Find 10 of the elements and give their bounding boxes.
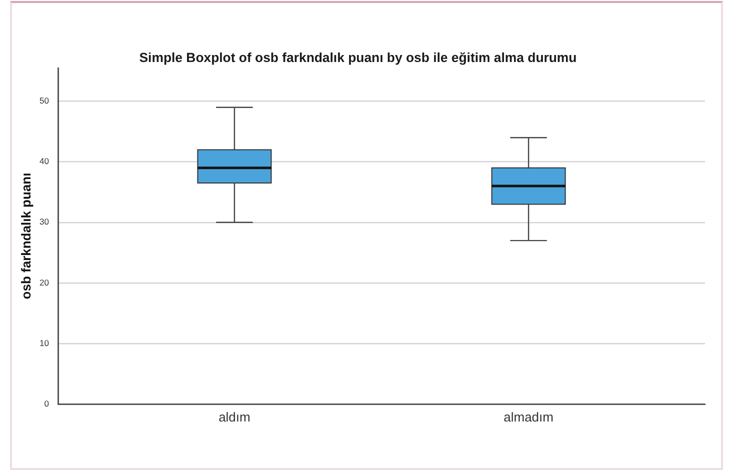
y-tick-label: 50 (40, 96, 50, 106)
x-tick-label: almadım (504, 409, 554, 424)
y-tick-label: 20 (40, 277, 50, 288)
y-tick-label: 0 (44, 398, 50, 408)
chart-title: Simple Boxplot of osb farkndalık puanı by osb ile eğitim alma durumu (138, 50, 578, 65)
x-tick-label: aldım (218, 409, 250, 424)
y-tick-label: 40 (40, 156, 50, 166)
y-axis-title: osb farkndalık puanı (18, 172, 34, 300)
y-tick-label: 10 (40, 338, 50, 348)
y-tick-label: 30 (40, 216, 50, 227)
